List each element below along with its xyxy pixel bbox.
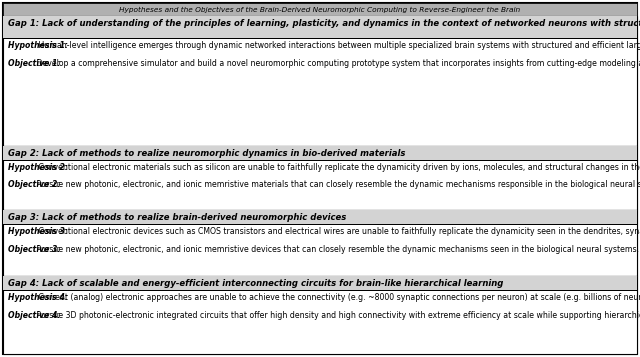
- Text: Hypothesis 2:: Hypothesis 2:: [8, 163, 68, 172]
- Bar: [3, 146, 637, 210]
- Text: Hypotheses and the Objectives of the Brain-Derived Neuromorphic Computing to Rev: Hypotheses and the Objectives of the Bra…: [120, 6, 520, 12]
- Text: Conventional electronic devices such as CMOS transistors and electrical wires ar: Conventional electronic devices such as …: [36, 227, 640, 236]
- Bar: [3, 210, 637, 276]
- Text: Pursue new photonic, electronic, and ionic memristive materials that can closely: Pursue new photonic, electronic, and ion…: [34, 180, 640, 190]
- Bar: [3, 38, 637, 39]
- Bar: [3, 210, 637, 225]
- Bar: [3, 276, 637, 291]
- Text: Objective 4:: Objective 4:: [8, 311, 61, 320]
- Text: Objective 2:: Objective 2:: [8, 180, 61, 190]
- Text: Gap 4: Lack of scalable and energy-efficient interconnecting circuits for brain-: Gap 4: Lack of scalable and energy-effic…: [8, 279, 504, 288]
- Text: Current (analog) electronic approaches are unable to achieve the connectivity (e: Current (analog) electronic approaches a…: [36, 293, 640, 302]
- Bar: [3, 146, 637, 161]
- Text: Objective 1:: Objective 1:: [8, 59, 61, 67]
- Text: Develop a comprehensive simulator and build a novel neuromorphic computing proto: Develop a comprehensive simulator and bu…: [34, 59, 640, 67]
- Text: Hypothesis 4:: Hypothesis 4:: [8, 293, 68, 302]
- Text: Hypothesis 1:: Hypothesis 1:: [8, 41, 68, 50]
- Text: Objective 3:: Objective 3:: [8, 245, 61, 253]
- Bar: [3, 224, 637, 225]
- Bar: [3, 16, 637, 146]
- Text: Pursue 3D photonic-electronic integrated circuits that offer high density and hi: Pursue 3D photonic-electronic integrated…: [34, 311, 640, 320]
- Text: Gap 3: Lack of methods to realize brain-derived neuromorphic devices: Gap 3: Lack of methods to realize brain-…: [8, 213, 346, 222]
- Text: Pursue new photonic, electronic, and ionic memristive devices that can closely r: Pursue new photonic, electronic, and ion…: [34, 245, 639, 253]
- Bar: [3, 290, 637, 291]
- Bar: [3, 276, 637, 354]
- Bar: [3, 3, 637, 16]
- Text: Conventional electronic materials such as silicon are unable to faithfully repli: Conventional electronic materials such a…: [36, 163, 640, 172]
- Text: Gap 1: Lack of understanding of the principles of learning, plasticity, and dyna: Gap 1: Lack of understanding of the prin…: [8, 19, 640, 28]
- Text: Hypothesis 3:: Hypothesis 3:: [8, 227, 68, 236]
- Text: Human-level intelligence emerges through dynamic networked interactions between : Human-level intelligence emerges through…: [36, 41, 640, 50]
- Text: Gap 2: Lack of methods to realize neuromorphic dynamics in bio-derived materials: Gap 2: Lack of methods to realize neurom…: [8, 149, 405, 158]
- Bar: [3, 160, 637, 161]
- Bar: [3, 16, 637, 39]
